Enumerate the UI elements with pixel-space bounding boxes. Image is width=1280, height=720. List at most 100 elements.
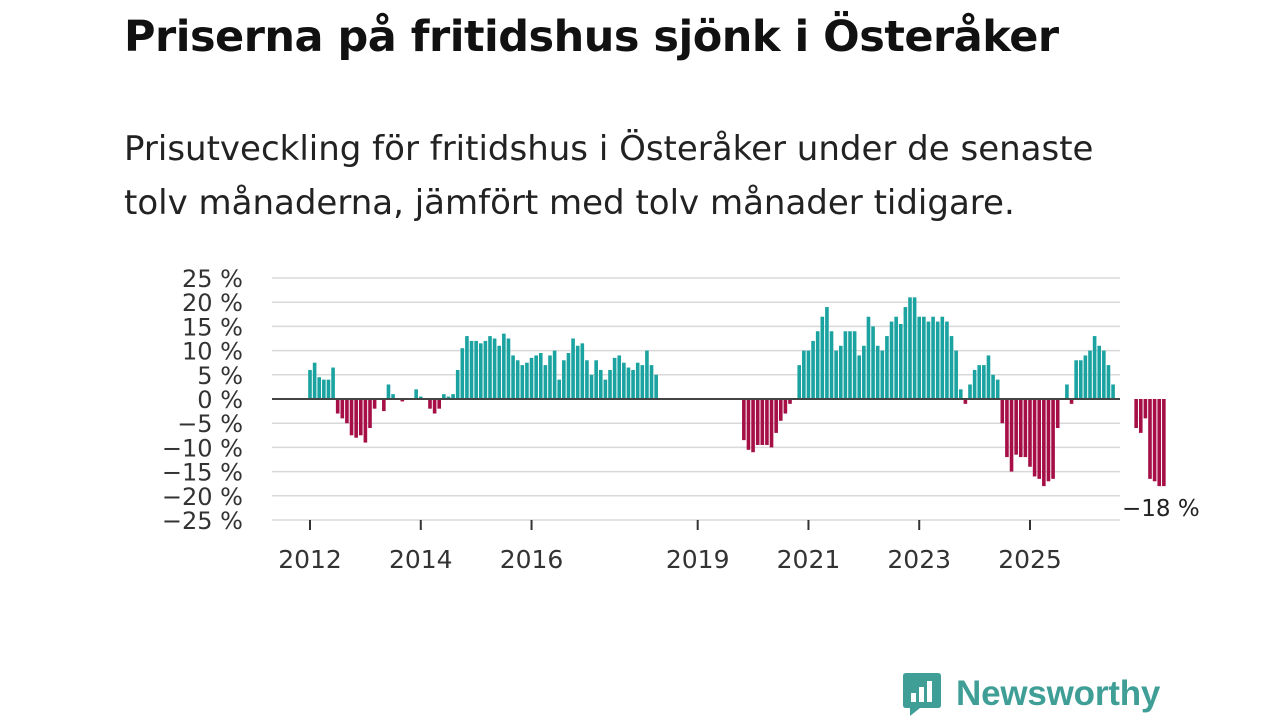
bar <box>571 338 575 399</box>
bar <box>594 360 598 399</box>
bar <box>326 379 331 399</box>
y-tick-label: 0 % <box>197 386 243 414</box>
bar <box>912 297 917 399</box>
bar <box>742 399 746 441</box>
bar <box>428 399 432 409</box>
bar <box>460 348 465 399</box>
y-tick-label: 20 % <box>182 289 243 317</box>
bar <box>478 343 483 399</box>
bar <box>862 345 866 399</box>
bar <box>1092 336 1097 399</box>
bar <box>400 399 405 402</box>
bar <box>1134 399 1138 429</box>
bar <box>534 355 538 399</box>
bar <box>349 399 354 436</box>
x-tick-label: 2021 <box>777 545 841 574</box>
bar <box>562 360 566 399</box>
bar <box>760 399 765 445</box>
bar <box>626 367 631 399</box>
bar <box>640 365 645 399</box>
bar <box>386 384 391 399</box>
bar <box>894 316 898 399</box>
chart-subtitle: Prisutveckling för fritidshus i Österåke… <box>124 129 1094 223</box>
bar <box>797 365 802 399</box>
bar <box>492 338 497 399</box>
bar <box>954 350 958 399</box>
bar <box>820 316 825 399</box>
bar <box>631 369 635 399</box>
bar <box>502 333 506 399</box>
x-tick-label: 2025 <box>998 545 1062 574</box>
bar <box>345 399 349 424</box>
y-tick-label: −10 % <box>162 434 243 462</box>
x-tick-label: 2012 <box>278 545 342 574</box>
bar <box>358 399 363 436</box>
bar <box>552 350 557 399</box>
bar <box>811 340 815 399</box>
last-value-label: −18 % <box>1122 496 1200 522</box>
bar <box>778 399 783 421</box>
bar <box>511 355 515 399</box>
bar <box>529 357 534 399</box>
bar <box>566 353 571 399</box>
bar <box>982 365 986 399</box>
bar <box>598 369 603 399</box>
bar <box>1046 399 1051 482</box>
bar <box>746 399 751 450</box>
bar <box>488 336 492 399</box>
bar <box>949 336 954 399</box>
bar <box>889 321 894 399</box>
bar <box>1051 399 1055 479</box>
bar <box>972 369 977 399</box>
bar <box>935 321 940 399</box>
bar <box>1088 350 1092 399</box>
bar <box>852 331 857 399</box>
bar <box>1042 399 1046 487</box>
bar <box>940 316 945 399</box>
bar <box>654 374 658 399</box>
bar <box>958 389 963 399</box>
bar <box>774 399 778 433</box>
bar <box>825 307 829 399</box>
bar <box>1106 365 1111 399</box>
bar-chart: 25 %20 %15 %10 %5 %0 %−5 %−10 %−15 %−20 … <box>162 265 1200 574</box>
bar <box>538 353 543 399</box>
bar <box>765 399 769 445</box>
brand-logo[interactable]: Newsworthy <box>902 670 1160 718</box>
bar <box>1083 355 1088 399</box>
y-tick-label: 25 % <box>182 265 243 293</box>
bar <box>308 369 312 399</box>
bar <box>442 394 446 399</box>
bar <box>963 399 968 404</box>
bar <box>995 379 1000 399</box>
bar <box>977 365 982 399</box>
bar <box>1032 399 1037 477</box>
bar <box>885 336 889 399</box>
bar <box>991 374 995 399</box>
bar <box>908 297 912 399</box>
bar <box>1023 399 1028 458</box>
bar <box>1152 399 1157 482</box>
bar <box>945 321 949 399</box>
y-tick-label: −25 % <box>162 507 243 535</box>
bar <box>1148 399 1152 479</box>
bar <box>455 369 460 399</box>
bar <box>645 350 649 399</box>
bar <box>363 399 368 443</box>
bar <box>769 399 774 448</box>
bar <box>608 369 612 399</box>
bar <box>843 331 848 399</box>
bar <box>1014 399 1018 455</box>
bar <box>340 399 345 419</box>
bar <box>1074 360 1078 399</box>
bar <box>589 374 594 399</box>
bar <box>1111 384 1115 399</box>
bar <box>391 394 395 399</box>
bar <box>497 345 502 399</box>
bar <box>474 340 478 399</box>
chart-title: Priserna på fritidshus sjönk i Österåker <box>124 12 1059 62</box>
bar <box>612 357 617 399</box>
bar <box>575 345 580 399</box>
annotation-background <box>1121 494 1200 522</box>
bar <box>465 336 469 399</box>
